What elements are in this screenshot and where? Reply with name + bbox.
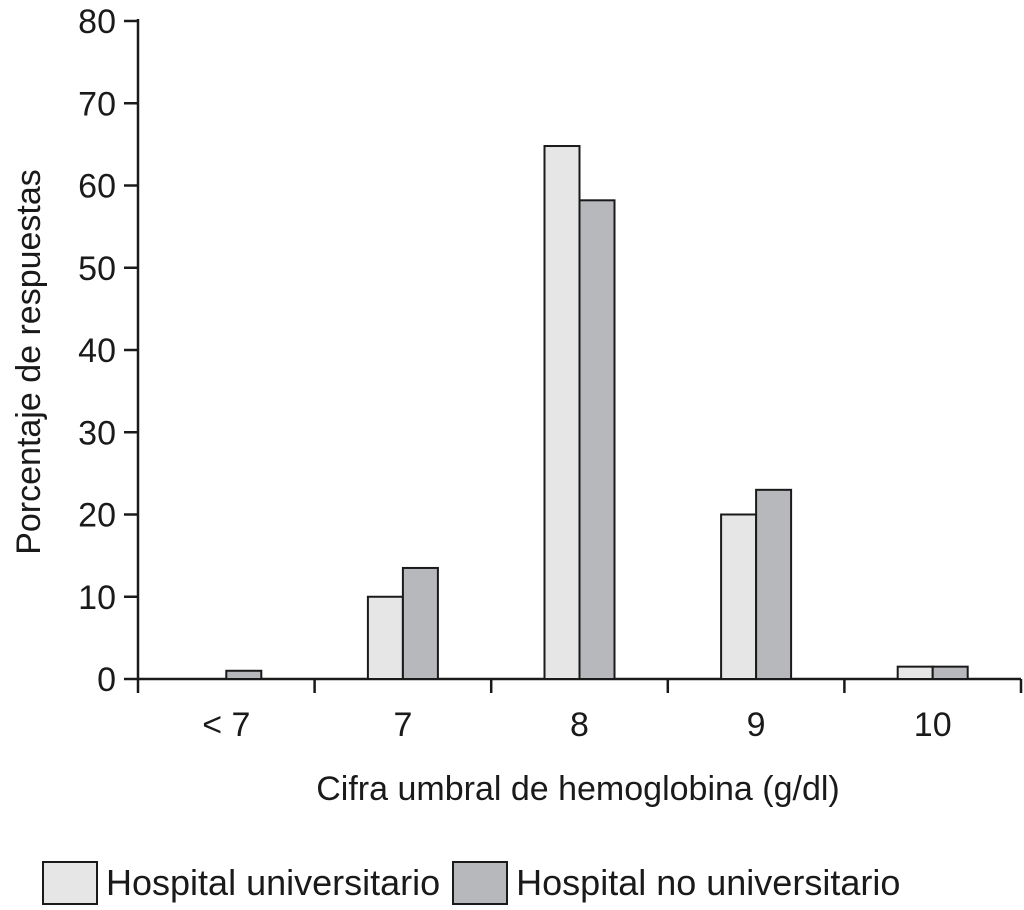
bar-no-universitario-2 [578, 199, 616, 680]
bars [225, 145, 969, 681]
y-tick-label: 0 [97, 661, 116, 699]
x-axis: < 7 7 8 9 10 [136, 677, 1023, 744]
legend-swatch-universitario [42, 861, 98, 905]
x-axis-title: Cifra umbral de hemoglobina (g/dl) [316, 770, 839, 808]
legend-label-universitario: Hospital universitario [106, 862, 441, 903]
legend: Hospital universitario Hospital no unive… [42, 858, 912, 908]
bar-universitario-4 [896, 665, 934, 680]
x-tick-label: 8 [570, 706, 589, 744]
legend-item-universitario: Hospital universitario [42, 861, 440, 905]
y-tick-label: 10 [78, 579, 116, 617]
x-tick-label: 9 [747, 706, 766, 744]
y-tick-label: 30 [78, 414, 116, 452]
y-axis: 0 10 20 30 40 50 60 70 80 [78, 3, 140, 699]
y-tick-label: 20 [78, 497, 116, 535]
y-tick-label: 40 [78, 332, 116, 370]
y-tick-label: 70 [78, 85, 116, 123]
bar-no-universitario-4 [931, 665, 969, 680]
y-axis-title: Porcentaje de respuestas [10, 169, 48, 555]
y-tick-label: 60 [78, 168, 116, 206]
bar-chart: 0 10 20 30 40 50 60 70 80 < 7 7 8 9 10 Porcentaje de… [10, 3, 1023, 808]
y-tick-label: 80 [78, 3, 116, 41]
x-tick-label: 10 [914, 706, 952, 744]
y-tick-label: 50 [78, 250, 116, 288]
x-tick-label: 7 [393, 706, 412, 744]
legend-swatch-no-universitario [452, 861, 509, 905]
bar-universitario-1 [366, 595, 404, 680]
x-tick-label: < 7 [202, 706, 250, 744]
bar-universitario-2 [543, 145, 581, 680]
legend-item-no-universitario: Hospital no universitario [452, 861, 900, 905]
bar-no-universitario-1 [401, 566, 439, 681]
bar-no-universitario-3 [755, 488, 793, 681]
bar-no-universitario-0 [225, 669, 263, 681]
bar-universitario-3 [720, 513, 758, 680]
legend-label-no-universitario: Hospital no universitario [516, 862, 901, 903]
